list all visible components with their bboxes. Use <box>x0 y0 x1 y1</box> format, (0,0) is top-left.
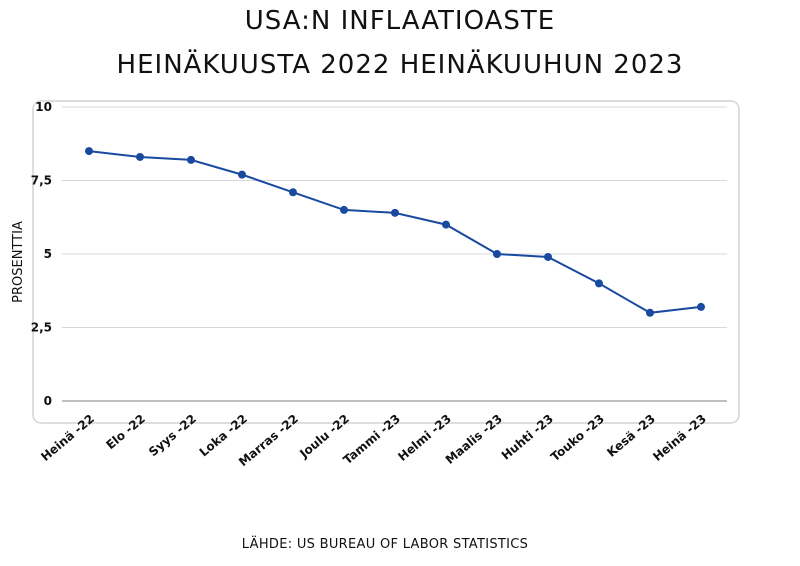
chart-title-line2: HEINÄKUUSTA 2022 HEINÄKUUHUN 2023 <box>116 50 684 80</box>
data-point <box>340 205 348 214</box>
y-tick-label: 0 <box>44 394 52 408</box>
y-axis-label: PROSENTTIA <box>11 221 26 303</box>
data-point <box>544 252 552 261</box>
y-tick-label: 7,5 <box>31 174 52 188</box>
data-point <box>595 279 603 288</box>
data-point <box>697 302 705 311</box>
source-note: LÄHDE: US BUREAU OF LABOR STATISTICS <box>241 537 529 552</box>
data-point <box>646 308 654 317</box>
data-point <box>187 155 195 164</box>
series-layer <box>85 147 705 317</box>
grid-lines <box>62 106 727 402</box>
plot-frame <box>32 100 740 424</box>
y-tick-label: 10 <box>35 100 52 114</box>
data-point <box>493 250 501 258</box>
y-tick-label: 2,5 <box>31 321 52 335</box>
data-point <box>391 208 399 217</box>
data-point <box>238 170 246 179</box>
data-point <box>136 152 144 161</box>
y-tick-labels: 0 2,5 5 7,5 10 <box>31 100 52 408</box>
y-tick-label: 5 <box>44 247 52 261</box>
data-point <box>85 147 93 156</box>
chart-title-line1: USA:N INFLAATIOASTE <box>244 6 556 36</box>
data-point <box>289 188 297 197</box>
data-point <box>442 220 450 229</box>
